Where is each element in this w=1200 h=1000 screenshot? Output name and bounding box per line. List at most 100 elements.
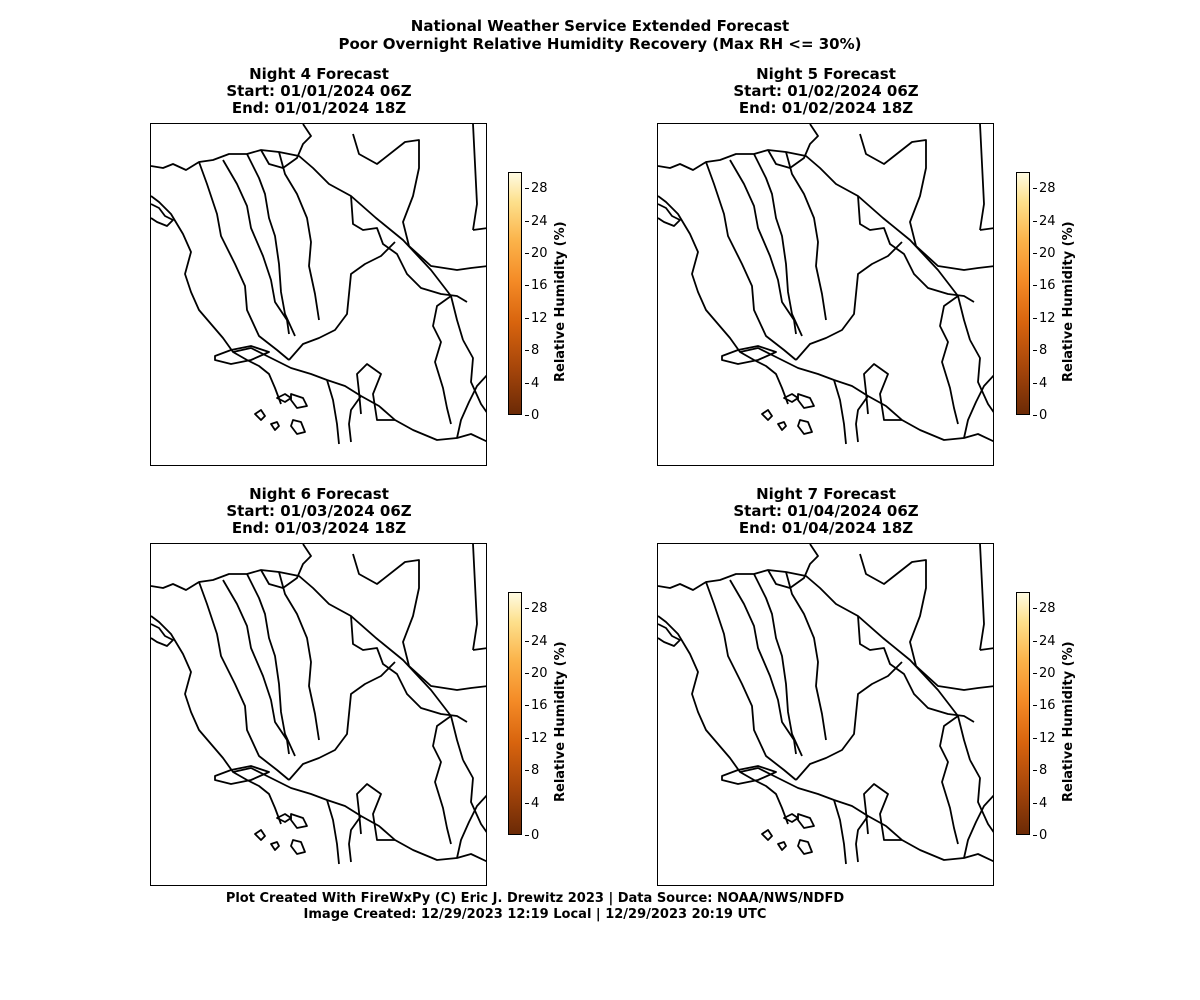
boundary-line [939,715,959,845]
boundary-line [963,374,993,439]
boundary-line [352,133,486,271]
boundary-line [658,569,971,761]
colorbar [508,592,522,835]
boundary-line [472,647,486,651]
boundary-line [278,151,320,321]
boundary-linework [658,124,993,445]
colorbar-tick-label: 12 [525,730,548,746]
boundary-line [462,759,486,833]
boundary-line [705,581,797,781]
colorbar [508,172,522,415]
boundary-line [246,573,296,757]
boundary-line [658,623,681,647]
panel-title: Night 5 Forecast [756,65,896,83]
boundary-line [288,661,396,781]
boundary-line [290,839,306,855]
boundary-line [729,579,797,755]
colorbar-tick-label: 0 [1032,408,1048,423]
colorbar-tick-label: 24 [1033,213,1056,229]
boundary-line [705,161,797,361]
boundary-line [348,395,362,443]
boundary-line [795,661,903,781]
colorbar-tick-label: 20 [1033,246,1056,261]
boundary-line [288,241,396,361]
colorbar-tick-label: 0 [524,828,540,843]
boundary-line [859,133,993,271]
boundary-line [979,544,985,651]
panel-title: Night 6 Forecast [249,485,389,503]
colorbar-tick-label: 24 [525,633,548,649]
map-axes [657,123,994,466]
boundary-line [979,647,993,651]
boundary-line [432,715,452,845]
boundary-linework [658,544,993,865]
boundary-line [753,153,803,337]
boundary-line [260,544,312,589]
boundary-line [198,161,290,361]
boundary-line [797,393,815,409]
boundary-line [456,374,486,439]
boundary-line [721,765,777,785]
boundary-line [348,815,362,863]
colorbar [1016,172,1030,415]
boundary-line [270,421,280,431]
boundary-line [356,363,395,421]
colorbar-tick-label: 4 [1032,375,1048,391]
boundary-line [833,799,847,865]
boundary-line [472,544,478,651]
boundary-line [290,813,308,829]
boundary-line [254,409,266,421]
boundary-line [326,379,340,445]
colorbar-tick-label: 8 [524,343,540,359]
boundary-line [326,799,340,865]
boundary-line [777,421,787,431]
boundary-line [767,544,819,589]
boundary-line [254,829,266,841]
boundary-line [352,553,486,691]
boundary-line [260,124,312,169]
map-axes [150,123,487,466]
colorbar-tick-label: 24 [525,213,548,229]
boundary-line [198,581,290,781]
colorbar-tick-label: 16 [1033,698,1056,714]
boundary-line [785,151,827,321]
colorbar-tick-label: 20 [525,246,548,261]
colorbar [1016,592,1030,835]
boundary-linework [151,544,486,865]
boundary-line [278,571,320,741]
boundary-line [857,615,975,723]
colorbar-tick-label: 12 [525,310,548,326]
boundary-line [833,379,847,445]
boundary-linework [151,124,486,445]
boundary-line [761,829,773,841]
boundary-line [462,339,486,413]
panel-title: Night 7 Forecast [756,485,896,503]
colorbar-tick-label: 28 [1033,601,1056,617]
boundary-line [721,345,777,365]
colorbar-tick-label: 0 [524,408,540,423]
boundary-line [151,195,282,405]
panel-start: Start: 01/01/2024 06Z [226,82,412,100]
colorbar-tick-label: 8 [524,763,540,779]
boundary-line [472,124,478,231]
boundary-line [767,124,819,169]
boundary-line [855,395,869,443]
colorbar-label: Relative Humidity (%) [553,641,568,802]
panel-end: End: 01/03/2024 18Z [231,519,407,537]
colorbar-tick-label: 28 [1033,181,1056,197]
colorbar-label: Relative Humidity (%) [1061,641,1076,802]
panel-end: End: 01/01/2024 18Z [231,99,407,117]
boundary-line [857,195,975,303]
boundary-line [729,159,797,335]
colorbar-tick-label: 16 [1033,278,1056,294]
panel-start: Start: 01/03/2024 06Z [226,502,412,520]
boundary-line [151,149,464,341]
colorbar-tick-label: 8 [1032,763,1048,779]
boundary-line [863,363,902,421]
colorbar-tick-label: 8 [1032,343,1048,359]
boundary-line [214,765,270,785]
boundary-line [795,241,903,361]
boundary-line [290,419,306,435]
boundary-line [222,159,290,335]
colorbar-tick-label: 4 [524,375,540,391]
